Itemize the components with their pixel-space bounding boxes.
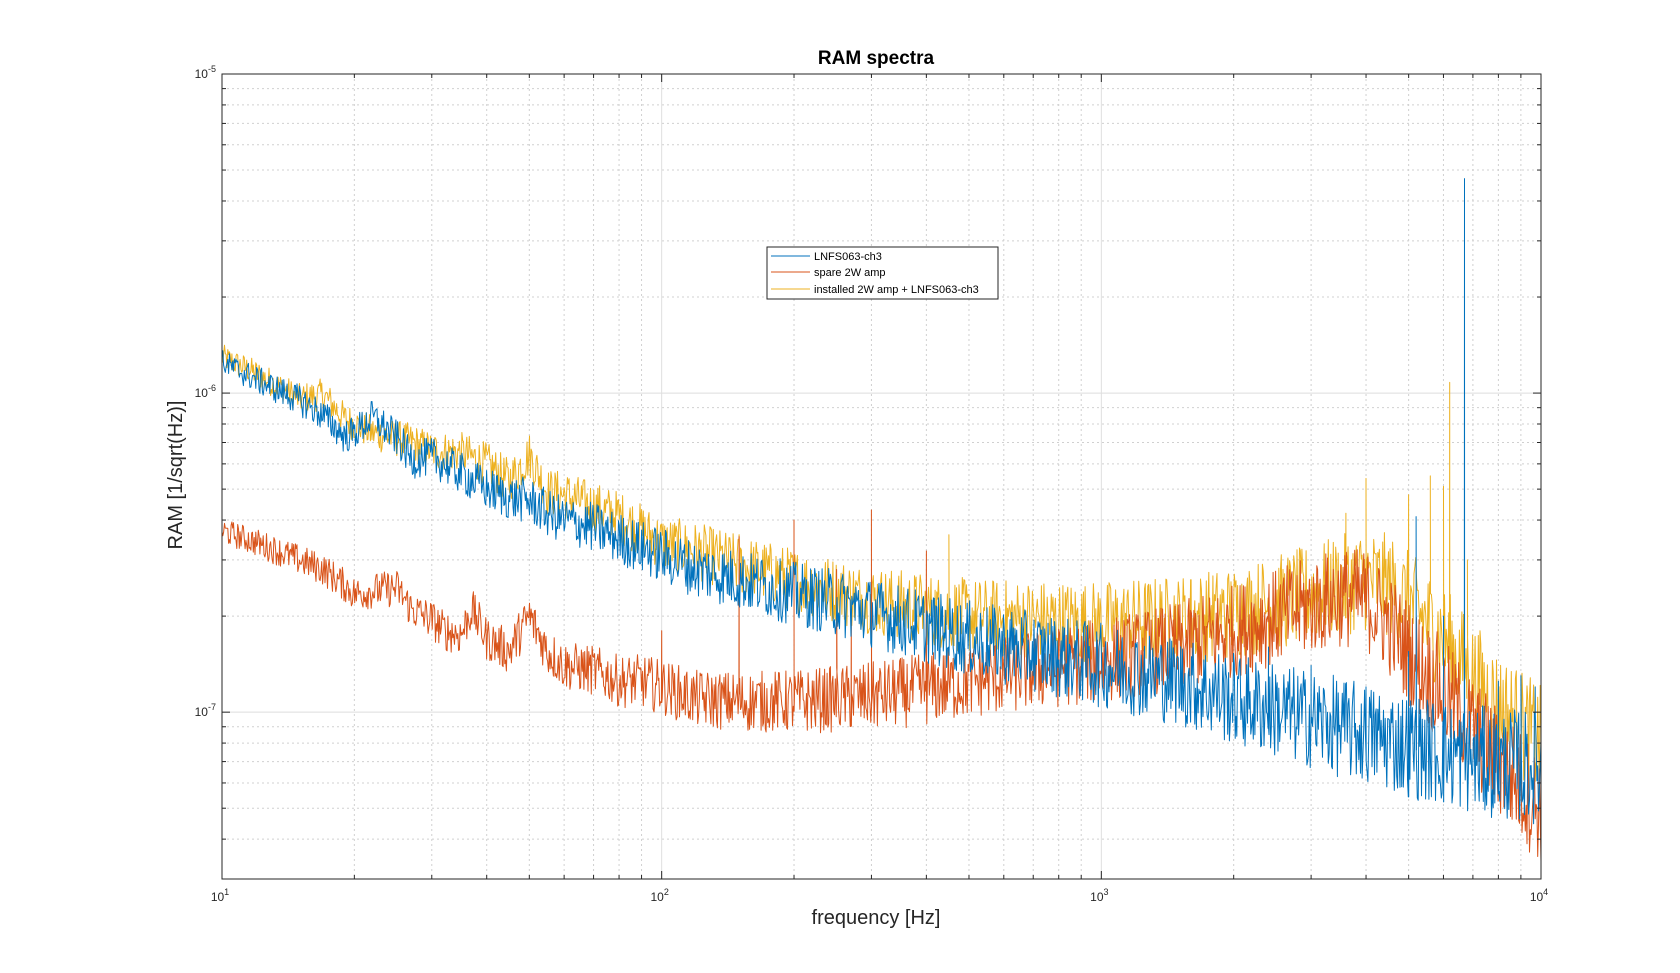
series-line-lnfs063-ch3 <box>222 178 1541 825</box>
x-axis-label: frequency [Hz] <box>812 907 941 929</box>
series-group <box>222 178 1541 862</box>
legend-label-lnfs063-ch3: LNFS063-ch3 <box>814 251 882 263</box>
series-line-spare-2w-amp <box>222 509 1541 862</box>
y-axis-label: RAM [1/sqrt(Hz)] <box>165 401 187 550</box>
tick-marks <box>221 73 1542 880</box>
x-tick-label: 102 <box>650 887 668 904</box>
y-tick-labels: 10-7 10-6 10-5 <box>195 64 216 719</box>
y-tick-label: 10-7 <box>195 702 216 719</box>
x-tick-label: 101 <box>211 887 229 904</box>
x-tick-label: 104 <box>1530 887 1548 904</box>
legend-label-spare-2w-amp: spare 2W amp <box>814 267 886 279</box>
y-tick-label: 10-5 <box>195 64 216 81</box>
legend: LNFS063-ch3 spare 2W amp installed 2W am… <box>766 246 999 300</box>
x-tick-labels: 101 102 103 104 <box>211 887 1548 904</box>
y-tick-label: 10-6 <box>195 383 216 400</box>
plot-frame <box>221 73 1542 880</box>
x-tick-label: 103 <box>1090 887 1108 904</box>
legend-label-installed-2w-amp: installed 2W amp + LNFS063-ch3 <box>814 284 979 296</box>
legend-entry: installed 2W amp + LNFS063-ch3 <box>771 284 979 296</box>
legend-entry: LNFS063-ch3 <box>771 251 882 263</box>
legend-entry: spare 2W amp <box>771 267 886 279</box>
chart-title: RAM spectra <box>818 48 935 69</box>
